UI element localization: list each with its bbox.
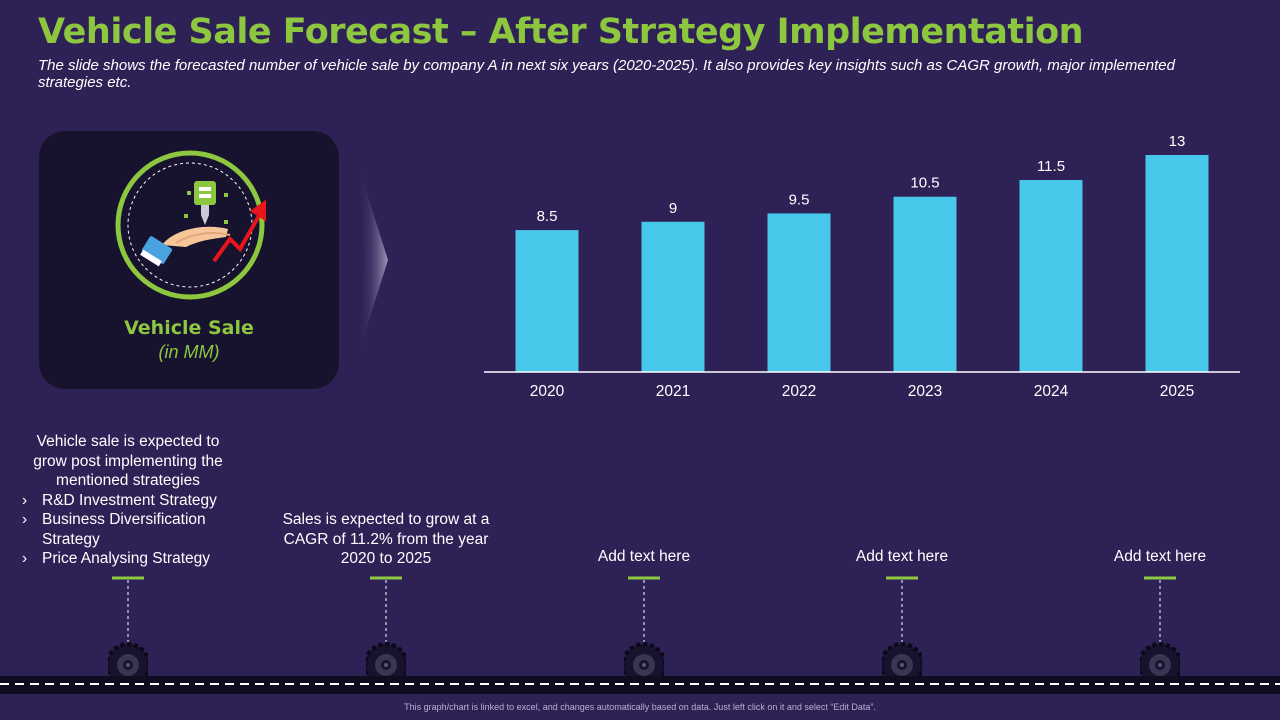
tire-icon [624, 576, 664, 688]
slide-subtitle: The slide shows the forecasted number of… [38, 57, 1175, 91]
tire-icon [882, 576, 922, 688]
road-dashed-line [0, 676, 1280, 694]
strategy-item: Business Diversification Strategy [18, 510, 238, 549]
x-tick-label: 2023 [908, 383, 942, 400]
bar-2025 [1145, 155, 1209, 372]
x-tick-label: 2022 [782, 383, 816, 400]
bar-value-label: 10.5 [910, 175, 939, 192]
bar-2021 [641, 221, 705, 372]
vehicle-sale-card: Vehicle Sale (in MM) [39, 131, 339, 389]
x-tick-label: 2024 [1034, 383, 1069, 400]
bar-2020 [515, 230, 579, 372]
tire-icon [366, 576, 406, 688]
bar-value-label: 13 [1169, 133, 1186, 150]
strategy-item: R&D Investment Strategy [18, 491, 238, 511]
x-tick-label: 2021 [656, 383, 690, 400]
hand-holding-key-growth-icon [115, 150, 266, 300]
note-strategies: Vehicle sale is expected to grow post im… [18, 432, 238, 569]
tire-icon [1140, 576, 1180, 688]
bar-value-label: 11.5 [1037, 158, 1065, 175]
strategy-item: Price Analysing Strategy [18, 549, 238, 569]
footer-note: This graph/chart is linked to excel, and… [404, 702, 876, 712]
card-unit: (in MM) [158, 342, 220, 362]
bar-value-label: 8.5 [537, 208, 558, 225]
note-cagr: Sales is expected to grow at a CAGR of 1… [282, 511, 490, 567]
strategy-list: R&D Investment Strategy Business Diversi… [18, 491, 238, 569]
x-tick-label: 2025 [1160, 383, 1194, 400]
bar-2024 [1019, 180, 1083, 372]
bar-value-label: 9 [669, 200, 677, 217]
note-placeholder: Add text here [1113, 548, 1207, 565]
card-title: Vehicle Sale [124, 317, 254, 339]
bar-value-label: 9.5 [789, 191, 810, 208]
tire-icon [108, 576, 148, 688]
bar-2023 [893, 196, 957, 372]
pointer-arrow-icon [358, 165, 388, 355]
note-strategies-intro: Vehicle sale is expected to grow post im… [33, 433, 223, 489]
vehicle-sale-bar-chart: 8.5 2020 9 2021 9.5 2022 10.5 2023 11.5 2024 13 202… [484, 133, 1240, 400]
slide-title: Vehicle Sale Forecast – After Strategy I… [38, 12, 1084, 52]
note-placeholder: Add text here [597, 548, 691, 565]
x-tick-label: 2020 [530, 383, 565, 400]
bar-2022 [767, 213, 831, 372]
note-placeholder: Add text here [855, 548, 949, 565]
